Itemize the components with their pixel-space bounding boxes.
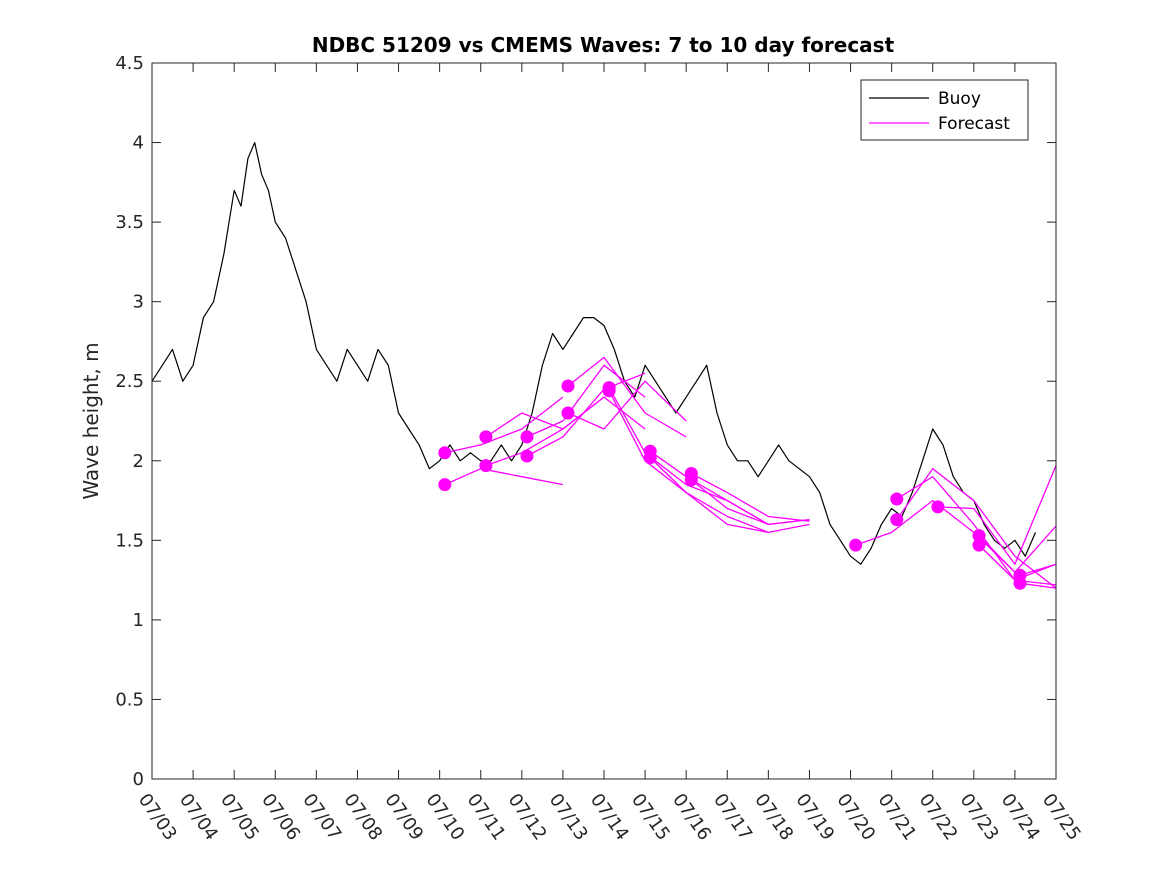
forecast-start-marker-1 (438, 446, 452, 460)
plot-area (152, 63, 1056, 779)
forecast-start-marker-5 (520, 430, 534, 444)
y-tick-label: 3.5 (115, 212, 144, 233)
forecast-start-marker-8 (561, 406, 575, 420)
forecast-start-marker-6 (520, 449, 534, 463)
forecast-start-marker-7 (561, 379, 575, 393)
forecast-line-17 (896, 468, 1056, 589)
forecast-start-marker-3 (479, 430, 493, 444)
y-tick-label: 2.5 (115, 371, 144, 392)
y-tick-label: 0 (133, 769, 144, 790)
forecast-start-marker-14 (684, 473, 698, 487)
chart-title: NDBC 51209 vs CMEMS Waves: 7 to 10 day f… (312, 33, 895, 57)
legend-label: Buoy (938, 89, 981, 109)
buoy-line (152, 142, 1037, 565)
series-layer (152, 142, 1056, 590)
forecast-start-marker-19 (972, 529, 986, 543)
forecast-line-1 (444, 396, 564, 454)
forecast-start-marker-2 (438, 478, 452, 492)
forecast-line-16 (896, 476, 1056, 581)
forecast-start-marker-15 (849, 538, 863, 552)
y-tick-label: 3 (133, 292, 144, 313)
forecast-line-15 (855, 499, 1016, 573)
y-tick-label: 1.5 (115, 530, 144, 551)
forecast-start-marker-18 (931, 500, 945, 514)
legend-label: Forecast (938, 114, 1010, 134)
forecast-start-marker-4 (479, 459, 493, 473)
forecast-line-13 (690, 472, 810, 522)
forecast-start-marker-17 (890, 513, 904, 527)
legend-box (860, 79, 1029, 141)
axes-layer (151, 62, 1057, 780)
y-tick-label: 4.5 (115, 53, 144, 74)
y-tick-label: 0.5 (115, 689, 144, 710)
forecast-start-marker-12 (643, 451, 657, 465)
forecast-start-marker-16 (890, 492, 904, 506)
forecast-line-12 (649, 457, 810, 534)
forecast-line-7 (567, 356, 687, 438)
forecast-line-8 (567, 380, 687, 430)
forecast-start-marker-10 (602, 384, 616, 398)
forecast-start-marker-20 (972, 538, 986, 552)
y-tick-label: 1 (133, 610, 144, 631)
legend: Buoy Forecast (860, 79, 1029, 141)
forecast-start-marker-22 (1013, 576, 1027, 590)
forecast-line-18 (937, 465, 1056, 565)
y-tick-label: 2 (133, 451, 144, 472)
y-axis-label: Wave height, m (79, 342, 103, 499)
y-tick-label: 4 (133, 133, 144, 154)
forecast-line-6 (526, 372, 646, 457)
forecast-line-2 (444, 468, 564, 486)
forecast-line-14 (690, 479, 810, 526)
